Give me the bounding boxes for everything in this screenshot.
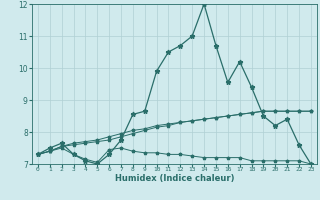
X-axis label: Humidex (Indice chaleur): Humidex (Indice chaleur) xyxy=(115,174,234,183)
